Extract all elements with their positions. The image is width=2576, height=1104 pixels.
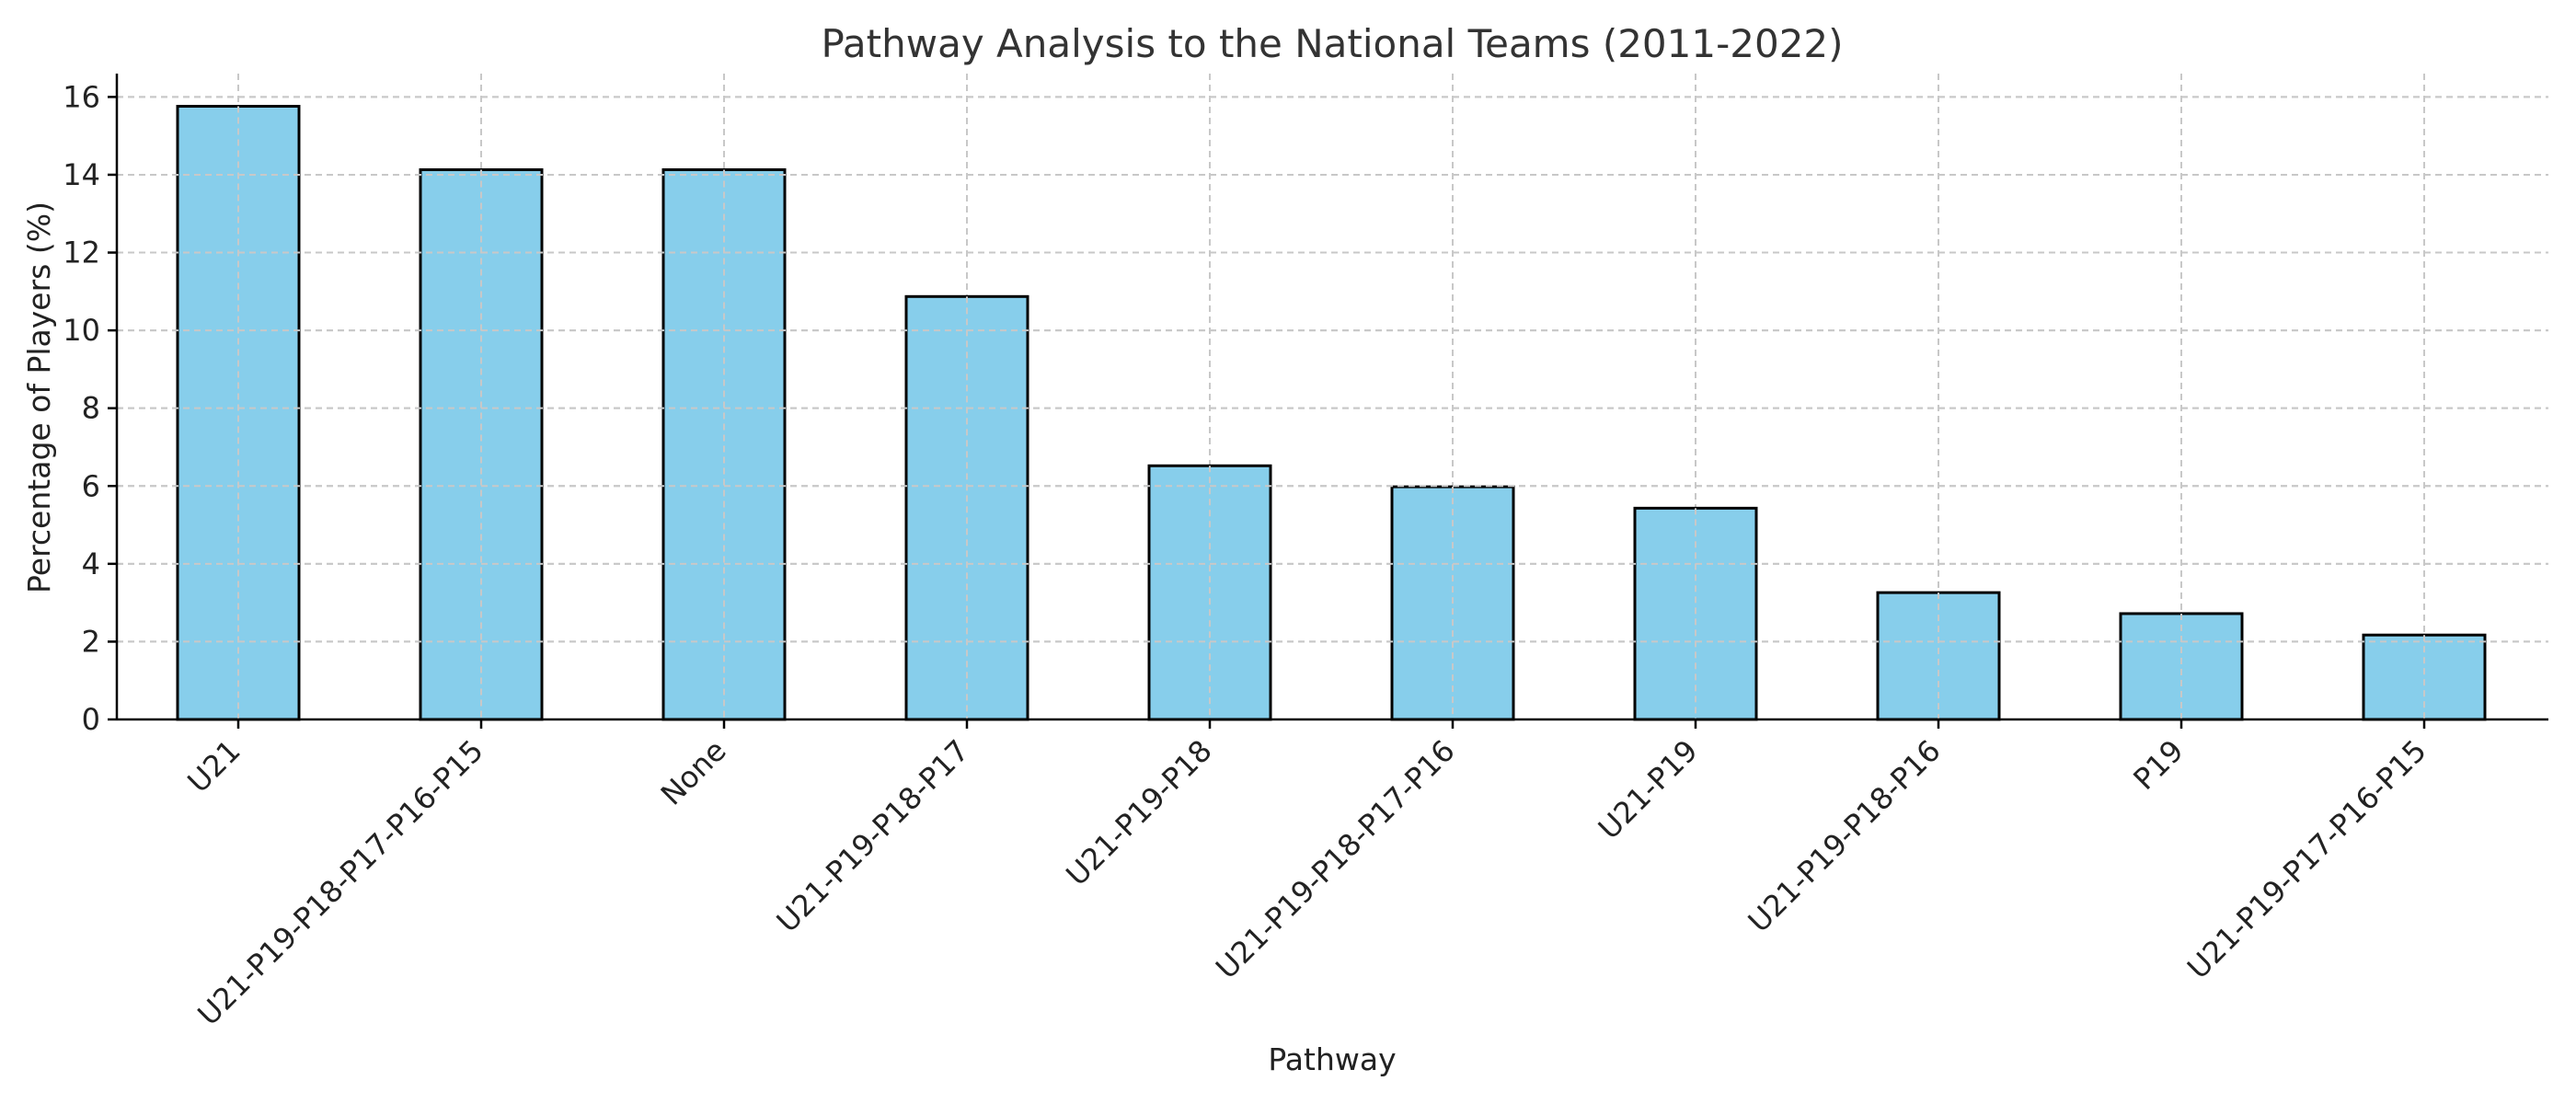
- y-tick-label: 8: [82, 391, 100, 426]
- x-tick-label: P19: [2126, 733, 2190, 797]
- y-tick-label: 6: [82, 468, 100, 503]
- chart-title: Pathway Analysis to the National Teams (…: [821, 21, 1843, 66]
- y-tick-label: 4: [82, 546, 100, 581]
- x-axis-label: Pathway: [1268, 1041, 1396, 1077]
- x-tick-label: U21: [180, 733, 247, 799]
- y-tick-label: 0: [82, 702, 100, 737]
- x-tick-label: U21-P19-P17-P16-P15: [2180, 733, 2433, 986]
- bar-p19: [2119, 612, 2244, 721]
- y-ticks: 0 2 4 6 8 10 12 14 16: [63, 79, 117, 737]
- y-axis-label: Percentage of Players (%): [21, 201, 57, 593]
- x-tick-label: U21-P19-P18: [1059, 733, 1218, 892]
- y-tick-label: 12: [63, 236, 100, 270]
- x-tick-label: U21-P19: [1592, 733, 1705, 846]
- x-tick-label: None: [654, 733, 733, 812]
- bars: [117, 96, 2548, 721]
- axes: [115, 74, 2548, 721]
- x-tick-label: U21-P19-P18-P17-P16: [1209, 733, 1462, 986]
- x-tick-label: U21-P19-P18-P17: [770, 733, 976, 939]
- bar-u21-p19-p18-p16: [1876, 591, 2001, 721]
- x-tick-label: U21-P19-P18-P16: [1742, 733, 1948, 939]
- y-tick-label: 16: [63, 79, 100, 114]
- y-tick-label: 10: [63, 313, 100, 348]
- x-tick-label: U21-P19-P18-P17-P16-P15: [190, 733, 489, 1032]
- y-tick-label: 2: [82, 624, 100, 659]
- y-tick-label: 14: [63, 157, 100, 192]
